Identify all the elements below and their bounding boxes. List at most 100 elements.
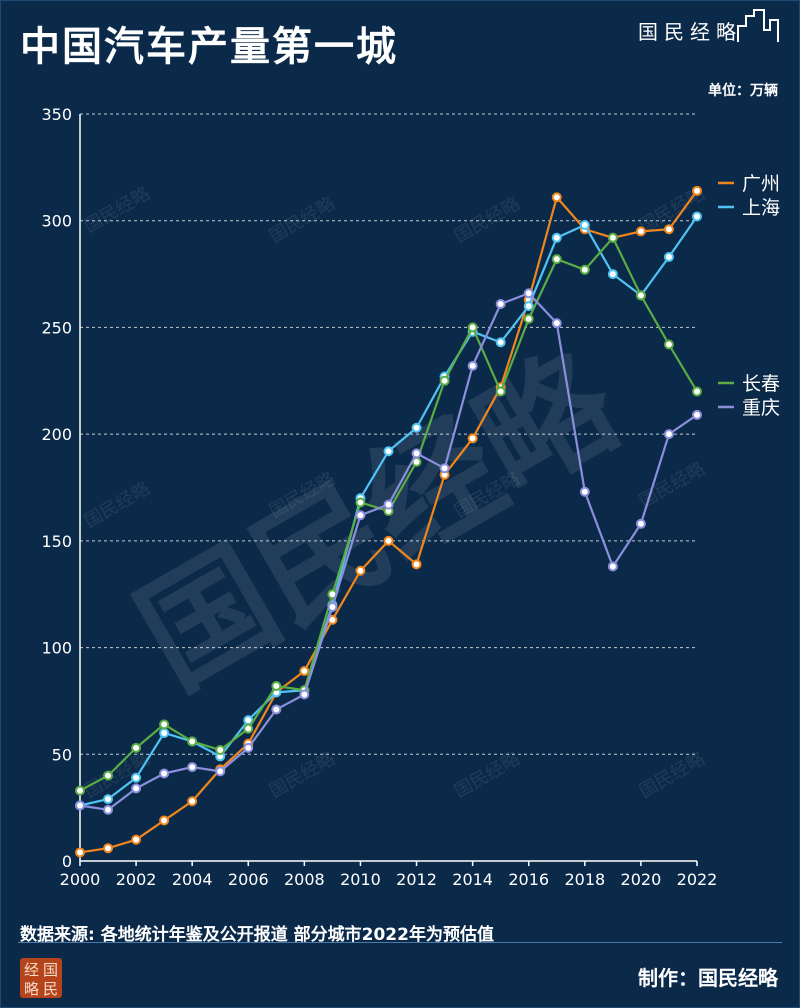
series-长春 xyxy=(75,232,702,796)
data-point xyxy=(495,337,506,348)
data-point xyxy=(75,785,85,796)
y-tick-label: 250 xyxy=(41,318,72,337)
x-tick-label: 2006 xyxy=(228,870,269,889)
y-tick-label: 300 xyxy=(41,212,72,231)
y-tick-label: 50 xyxy=(52,745,72,764)
credit: 制作：国民经略 xyxy=(638,966,778,990)
data-point xyxy=(523,301,534,312)
skyline-logo-icon xyxy=(737,9,779,42)
data-point xyxy=(103,843,114,854)
y-tick-label: 0 xyxy=(62,852,72,871)
data-point xyxy=(103,794,114,805)
data-point xyxy=(159,719,170,730)
seal-char: 略 xyxy=(24,980,40,998)
data-point xyxy=(131,742,142,753)
data-point xyxy=(635,290,646,301)
x-tick-label: 2008 xyxy=(284,870,325,889)
data-point xyxy=(187,736,198,747)
data-point xyxy=(579,264,590,275)
axes: 0 50 100 150 200 250 300 350 2000 2002 2004 2006 200… xyxy=(41,105,717,889)
data-point xyxy=(383,446,394,457)
data-point xyxy=(187,762,198,773)
data-point xyxy=(439,463,450,474)
data-point xyxy=(495,386,506,397)
data-point xyxy=(131,783,142,794)
unit-label: 单位：万辆 xyxy=(708,83,778,99)
data-point xyxy=(607,561,618,572)
data-point xyxy=(411,559,422,570)
x-tick-label: 2000 xyxy=(60,870,101,889)
seal-char: 国 xyxy=(43,961,59,979)
x-tick-label: 2002 xyxy=(116,870,157,889)
legend-label: 重庆 xyxy=(742,397,780,419)
data-point xyxy=(692,185,702,196)
watermark-small: 国民经略 xyxy=(81,183,154,237)
watermark-small: 国民经略 xyxy=(81,478,154,532)
data-point xyxy=(692,386,702,397)
data-point xyxy=(131,772,142,783)
legend-label: 广州 xyxy=(742,173,780,195)
data-point xyxy=(159,815,170,826)
data-point xyxy=(271,680,282,691)
data-point xyxy=(635,226,646,237)
seal-char: 民 xyxy=(43,980,59,998)
data-point xyxy=(663,429,674,440)
watermark-small: 国民经略 xyxy=(266,748,339,802)
data-point xyxy=(495,298,506,309)
data-point xyxy=(299,689,310,700)
seal-char: 经 xyxy=(24,961,40,979)
data-source: 数据来源: 各地统计年鉴及公开报道 部分城市2022年为预估值 xyxy=(20,925,494,945)
y-tick-label: 350 xyxy=(41,105,72,124)
x-tick-label: 2018 xyxy=(564,870,605,889)
data-point xyxy=(355,565,366,576)
data-point xyxy=(551,192,562,203)
data-point xyxy=(159,768,170,779)
data-point xyxy=(663,339,674,350)
data-point xyxy=(271,704,282,715)
chart-title: 中国汽车产量第一城 xyxy=(20,24,398,70)
data-point xyxy=(75,847,85,858)
data-point xyxy=(551,232,562,243)
data-point xyxy=(355,497,366,508)
data-point xyxy=(663,224,674,235)
watermark-small: 国民经略 xyxy=(451,748,524,802)
data-point xyxy=(439,375,450,386)
data-point xyxy=(523,313,534,324)
data-point xyxy=(215,745,226,756)
data-point xyxy=(635,518,646,529)
series-lines xyxy=(75,185,702,858)
data-point xyxy=(551,318,562,329)
y-tick-label: 200 xyxy=(41,425,72,444)
data-point xyxy=(411,448,422,459)
data-point xyxy=(663,251,674,262)
data-point xyxy=(467,360,478,371)
data-point xyxy=(299,666,310,677)
data-point xyxy=(579,486,590,497)
data-point xyxy=(243,723,254,734)
x-tick-label: 2010 xyxy=(340,870,381,889)
data-point xyxy=(243,742,254,753)
x-tick-label: 2020 xyxy=(621,870,662,889)
data-point xyxy=(103,804,114,815)
data-point xyxy=(607,232,618,243)
data-point xyxy=(355,510,366,521)
x-tick-label: 2022 xyxy=(677,870,718,889)
data-point xyxy=(692,211,702,222)
data-point xyxy=(467,322,478,333)
y-tick-label: 150 xyxy=(41,532,72,551)
watermark-small: 国民经略 xyxy=(636,748,709,802)
data-point xyxy=(551,254,562,265)
data-point xyxy=(215,766,226,777)
data-point xyxy=(523,288,534,299)
x-tick-label: 2016 xyxy=(508,870,549,889)
data-point xyxy=(579,219,590,230)
data-point xyxy=(383,535,394,546)
watermark-large: 国民经略 xyxy=(114,323,643,717)
brand-seal-logo: 经 国 略 民 xyxy=(20,958,62,998)
data-point xyxy=(103,770,114,781)
y-tick-label: 100 xyxy=(41,639,72,658)
source-underline xyxy=(18,942,782,943)
data-point xyxy=(187,796,198,807)
